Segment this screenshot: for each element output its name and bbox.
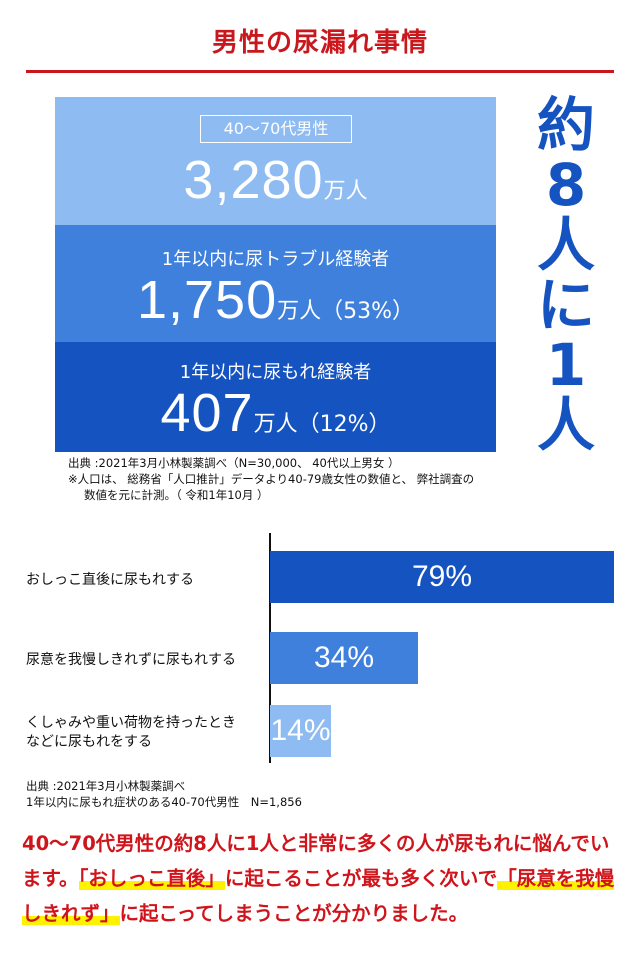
category-label: おしっこ直後に尿もれする — [26, 571, 194, 590]
stat-value-row: 3,280万人 — [55, 149, 496, 211]
summary-part: 40～70代男性の約8人に1人と非常に多くの人が尿もれに悩んでいます。 — [22, 832, 610, 890]
summary-part: に起こってしまうことが分かりました。 — [119, 902, 469, 925]
stat-block-leakage: 1年以内に尿もれ経験者 407万人（12%） — [55, 342, 496, 452]
summary-text: 40～70代男性の約8人に1人と非常に多くの人が尿もれに悩んでいます。「おしっこ… — [22, 826, 622, 931]
title-divider — [26, 70, 614, 73]
bar-value-label: 34% — [313, 641, 375, 674]
chart-sample-note: 1年以内に尿もれ症状のある40-70代男性 N=1,856 — [26, 795, 302, 809]
bar-value-label: 79% — [411, 560, 473, 593]
stat-unit: 万人 — [323, 179, 368, 204]
stat-value: 407 — [160, 383, 254, 443]
category-label: くしゃみや重い荷物を持ったとき などに尿もれをする — [26, 714, 236, 752]
chart-source: 出典 :2021年3月小林製薬調べ — [26, 779, 186, 793]
stat-block-total: 40～70代男性 3,280万人 — [55, 97, 496, 225]
ratio-char: 8 — [545, 151, 587, 219]
stat-block-urinary-trouble: 1年以内に尿トラブル経験者 1,750万人（53%） — [55, 225, 496, 342]
ratio-char: 1 — [545, 331, 587, 399]
category-label-line: おしっこ直後に尿もれする — [26, 572, 194, 588]
category-label-line: 尿意を我慢しきれずに尿もれする — [26, 652, 236, 668]
stat-percent: （53%） — [321, 299, 415, 324]
stat-value: 1,750 — [136, 270, 278, 330]
page-title: 男性の尿漏れ事情 — [211, 28, 428, 58]
ratio-char: に — [536, 271, 595, 339]
population-note: ※人口は、 総務省「人口推計」データより40-79歳女性の数値と、 弊社調査の — [68, 472, 475, 486]
source-note: 出典 :2021年3月小林製薬調べ（N=30,000、 40代以上男女 ） — [68, 456, 400, 470]
ratio-callout: 約 8 人 に 1 人 — [516, 95, 616, 455]
population-note-cont: 数値を元に計測。（ 令和1年10月 ） — [84, 488, 269, 502]
category-label: 尿意を我慢しきれずに尿もれする — [26, 651, 236, 670]
stat-label-badge: 40～70代男性 — [200, 115, 352, 143]
stat-unit: 万人 — [277, 299, 322, 324]
stat-label: 1年以内に尿もれ経験者 — [179, 362, 372, 383]
summary-part: に起こることが最も多く次いで — [224, 867, 498, 890]
highlight-1: 「おしっこ直後」 — [78, 867, 225, 890]
stat-value-row: 1,750万人（53%） — [55, 269, 496, 331]
ratio-char: 約 — [536, 91, 595, 159]
category-label-line: などに尿もれをする — [26, 734, 152, 750]
ratio-char: 人 — [536, 391, 595, 459]
stat-value: 3,280 — [183, 150, 324, 210]
stat-unit: 万人 — [253, 412, 298, 437]
stat-percent: （12%） — [297, 412, 391, 437]
bar-value-label: 14% — [270, 714, 331, 747]
stat-label: 1年以内に尿トラブル経験者 — [161, 249, 390, 270]
ratio-char: 人 — [536, 211, 595, 279]
stat-value-row: 407万人（12%） — [55, 382, 496, 444]
bar: 14% — [270, 705, 331, 757]
category-label-line: くしゃみや重い荷物を持ったとき — [26, 715, 236, 731]
bar: 34% — [270, 632, 418, 684]
bar: 79% — [270, 551, 614, 603]
